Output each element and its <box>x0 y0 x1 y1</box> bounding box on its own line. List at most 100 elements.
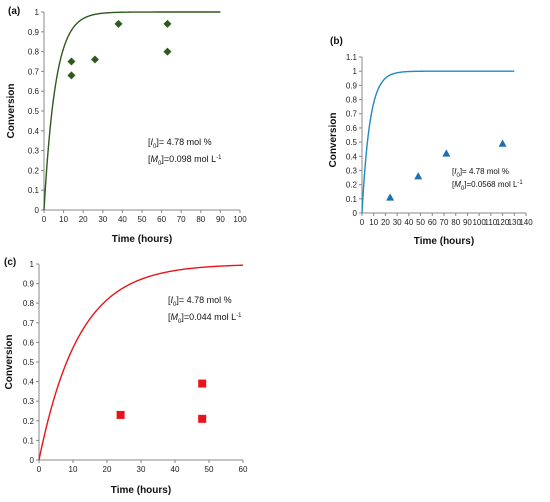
y-tick-label: 0.1 <box>346 195 358 204</box>
x-tick-label: 50 <box>205 465 214 474</box>
data-point <box>114 19 123 28</box>
y-tick-label: 0.8 <box>346 96 358 105</box>
x-tick-label: 50 <box>416 218 425 227</box>
x-tick-label: 90 <box>463 218 472 227</box>
annotation-monomer: [M0]=0.044 mol L-1 <box>168 312 242 325</box>
y-tick-label: 0.4 <box>23 378 35 387</box>
x-axis-title: Time (hours) <box>414 236 474 247</box>
y-tick-label: 0.7 <box>346 110 358 119</box>
y-tick-label: 0.5 <box>28 107 40 116</box>
x-tick-label: 60 <box>428 218 437 227</box>
x-axis-title: Time (hours) <box>112 234 172 245</box>
annotation-initiator: [I0]= 4.78 mol % <box>168 295 232 308</box>
y-tick-label: 1 <box>30 260 35 269</box>
x-tick-label: 0 <box>42 215 47 224</box>
data-point <box>386 193 395 201</box>
x-tick-label: 110 <box>484 218 497 227</box>
annotation-initiator: [I0]= 4.78 mol % <box>148 137 212 150</box>
x-tick-label: 70 <box>440 218 449 227</box>
y-axis-title: Conversion <box>328 112 339 167</box>
y-tick-label: 0.1 <box>23 436 35 445</box>
data-point <box>67 71 76 80</box>
data-point <box>198 379 207 388</box>
x-tick-label: 80 <box>196 215 205 224</box>
y-tick-label: 0.8 <box>23 299 35 308</box>
y-tick-label: 0.9 <box>346 81 358 90</box>
y-tick-label: 0.2 <box>346 181 358 190</box>
y-tick-label: 0.4 <box>28 127 40 136</box>
annotation-monomer: [M0]=0.0568 mol L-1 <box>452 180 523 192</box>
y-tick-label: 1.1 <box>346 53 358 62</box>
annotation-initiator: [I0]= 4.78 mol % <box>452 167 509 179</box>
y-tick-label: 0.7 <box>28 67 40 76</box>
y-tick-label: 0.3 <box>23 397 35 406</box>
x-tick-label: 10 <box>59 215 68 224</box>
data-point <box>67 57 76 66</box>
x-tick-label: 40 <box>118 215 127 224</box>
data-point <box>414 172 423 180</box>
y-tick-label: 0.6 <box>346 124 358 133</box>
y-tick-label: 0.9 <box>23 280 35 289</box>
panel-label: (c) <box>4 257 16 268</box>
model-curve <box>361 70 515 214</box>
x-tick-label: 10 <box>69 465 78 474</box>
y-tick-label: 0.5 <box>23 358 35 367</box>
data-point <box>442 149 451 157</box>
x-tick-label: 0 <box>360 218 365 227</box>
y-tick-label: 0.5 <box>346 138 358 147</box>
data-point <box>90 55 99 64</box>
x-tick-label: 120 <box>496 218 510 227</box>
x-tick-label: 80 <box>451 218 460 227</box>
y-tick-label: 0.4 <box>346 152 358 161</box>
x-tick-label: 20 <box>381 218 390 227</box>
x-tick-label: 60 <box>157 215 166 224</box>
x-tick-label: 30 <box>137 465 146 474</box>
x-axis-title: Time (hours) <box>111 485 171 496</box>
model-curve <box>38 264 244 461</box>
y-tick-label: 0.9 <box>28 28 40 37</box>
y-tick-label: 0 <box>353 209 358 218</box>
data-point <box>198 414 207 423</box>
x-tick-label: 100 <box>472 218 486 227</box>
y-tick-label: 0 <box>30 456 35 465</box>
y-tick-label: 0.2 <box>23 417 35 426</box>
y-tick-label: 0.1 <box>28 186 40 195</box>
x-tick-label: 10 <box>369 218 378 227</box>
y-tick-label: 1 <box>353 67 358 76</box>
y-tick-label: 0.8 <box>28 48 40 57</box>
x-tick-label: 0 <box>37 465 42 474</box>
x-tick-label: 40 <box>404 218 413 227</box>
data-point <box>116 410 125 419</box>
y-tick-label: 1 <box>35 8 40 17</box>
x-tick-label: 30 <box>393 218 402 227</box>
model-curve <box>43 11 221 211</box>
chart-panel-c: 0 10 20 30 40 50 60 0 0.1 0.2 0.3 0.4 0.5 0.6 0.7 0.8 0.… <box>4 257 248 496</box>
x-tick-label: 20 <box>103 465 112 474</box>
panel-label: (b) <box>330 36 343 47</box>
x-tick-label: 90 <box>216 215 225 224</box>
y-tick-label: 0.6 <box>23 338 35 347</box>
y-tick-label: 0.3 <box>28 147 40 156</box>
y-axis-title: Conversion <box>6 83 17 138</box>
data-point <box>163 19 172 28</box>
x-tick-label: 50 <box>138 215 147 224</box>
y-tick-label: 0.7 <box>23 319 35 328</box>
x-tick-label: 130 <box>508 218 522 227</box>
y-axis-title: Conversion <box>4 334 15 389</box>
x-tick-label: 60 <box>239 465 248 474</box>
x-tick-label: 140 <box>519 218 533 227</box>
x-tick-label: 70 <box>177 215 186 224</box>
x-tick-label: 30 <box>98 215 107 224</box>
x-tick-label: 20 <box>79 215 88 224</box>
x-tick-label: 100 <box>233 215 247 224</box>
y-tick-label: 0.3 <box>346 166 358 175</box>
data-point <box>498 139 507 147</box>
y-tick-label: 0.6 <box>28 87 40 96</box>
panel-label: (a) <box>8 6 20 17</box>
x-tick-label: 40 <box>171 465 180 474</box>
chart-panel-a: 0 10 20 30 40 50 60 70 80 90 100 0 0.1 0.2 0.3 0.4 0.5 0.… <box>6 6 247 245</box>
y-tick-label: 0.2 <box>28 166 40 175</box>
y-tick-label: 0 <box>35 206 40 215</box>
